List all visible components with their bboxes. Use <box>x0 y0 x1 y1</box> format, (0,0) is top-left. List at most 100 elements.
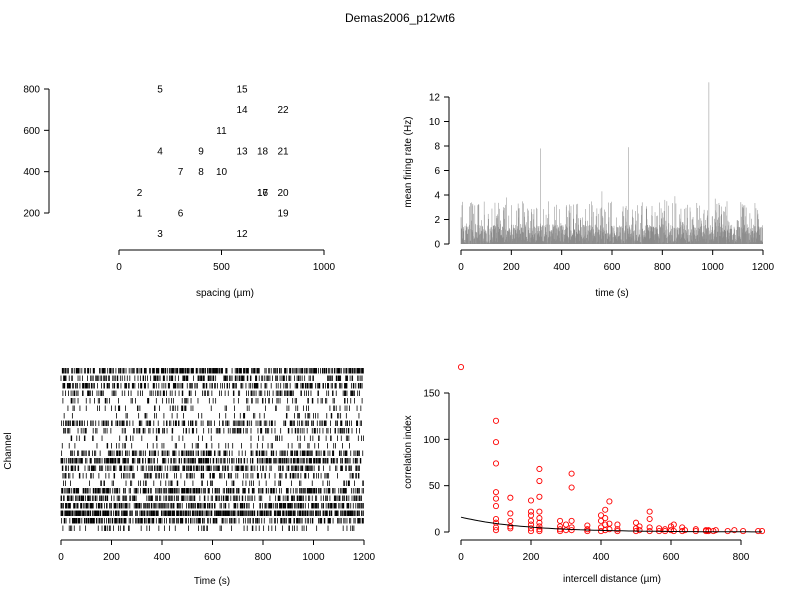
electrode-label-1: 1 <box>137 209 143 220</box>
firing-rate-x-tick-label: 200 <box>503 262 520 273</box>
spike-raster-x-tick-label: 600 <box>204 552 221 563</box>
correlation-x-tick-label: 800 <box>733 552 750 563</box>
correlation-point <box>527 525 535 532</box>
correlation-point <box>536 519 543 526</box>
correlation-point <box>562 527 570 534</box>
correlation-point <box>636 527 643 534</box>
correlation-point <box>536 526 543 533</box>
spike-raster-xlabel: Time (s) <box>194 576 230 587</box>
correlation-panel: 0 200 400 600 800 0 50 100 150 intercell distanc… <box>403 364 766 585</box>
correlation-x-tick-label: 600 <box>663 552 680 563</box>
firing-rate-x-tick-label: 1000 <box>702 262 725 273</box>
spike-raster-x-tick-label: 1000 <box>302 552 325 563</box>
spike-raster-panel: 0 200 400 600 800 1000 1200 Time (s) Channel <box>3 368 376 587</box>
electrode-label-16: 16 <box>257 188 269 199</box>
correlation-point <box>740 528 747 535</box>
correlation-point <box>536 508 543 515</box>
correlation-point <box>568 524 575 531</box>
firing-rate-x-tick-label: 800 <box>654 262 671 273</box>
firing-rate-x-tick-label: 600 <box>604 262 621 273</box>
electrode-label-14: 14 <box>236 105 248 116</box>
correlation-point <box>536 515 543 522</box>
electrode-label-21: 21 <box>277 147 289 158</box>
electrode-label-15: 15 <box>236 85 248 96</box>
electrode-label-7: 7 <box>178 167 184 178</box>
correlation-point <box>536 528 543 535</box>
electrode-layout-axes: 0 500 1000 200 400 600 800 <box>23 85 335 274</box>
correlation-point <box>681 527 689 534</box>
correlation-point <box>527 517 535 524</box>
correlation-point <box>492 489 500 496</box>
electrode-label-8: 8 <box>198 167 204 178</box>
electrode-label-17: 17 <box>257 188 269 199</box>
correlation-point <box>536 465 543 473</box>
correlation-point <box>568 527 575 534</box>
electrode-label-10: 10 <box>216 167 228 178</box>
correlation-point <box>492 527 500 534</box>
correlation-x-tick-label: 0 <box>458 552 464 563</box>
figure-title: Demas2006_p12wt6 <box>345 11 455 25</box>
electrode-layout-y-tick-label: 200 <box>23 209 40 220</box>
correlation-point <box>507 523 514 530</box>
correlation-point <box>457 364 465 371</box>
electrode-layout-x-tick-label: 0 <box>116 262 122 273</box>
electrode-label-5: 5 <box>157 85 163 96</box>
spike-raster-ylabel: Channel <box>3 432 14 469</box>
correlation-point <box>731 527 738 534</box>
correlation-point <box>636 523 643 530</box>
correlation-point <box>492 460 500 467</box>
firing-rate-y-tick-label: 12 <box>429 93 441 104</box>
correlation-point <box>597 528 605 535</box>
electrode-layout-xlabel: spacing (µm) <box>196 288 254 299</box>
correlation-point <box>562 521 570 528</box>
spike-raster-axes: 0 200 400 600 800 1000 1200 <box>58 539 376 563</box>
correlation-point <box>646 515 653 523</box>
correlation-point <box>602 515 609 522</box>
electrode-layout-x-tick-label: 500 <box>213 262 230 273</box>
electrode-label-9: 9 <box>198 147 204 158</box>
correlation-point <box>712 527 719 534</box>
electrode-label-6: 6 <box>178 209 184 220</box>
correlation-point <box>492 524 500 531</box>
electrode-label-4: 4 <box>157 147 163 158</box>
firing-rate-y-tick-label: 4 <box>434 191 440 202</box>
correlation-y-tick-label: 50 <box>429 481 441 492</box>
correlation-point <box>527 508 535 515</box>
correlation-point <box>606 498 613 505</box>
correlation-y-tick-label: 150 <box>423 389 440 400</box>
correlation-x-tick-label: 400 <box>593 552 610 563</box>
firing-rate-y-tick-label: 0 <box>434 240 440 251</box>
electrode-layout-x-tick-label: 1000 <box>313 262 336 273</box>
electrode-layout-y-tick-label: 800 <box>23 85 40 96</box>
firing-rate-x-tick-label: 400 <box>553 262 570 273</box>
electrode-label-18: 18 <box>257 147 269 158</box>
correlation-point <box>602 506 609 513</box>
correlation-point <box>492 495 500 502</box>
electrode-label-19: 19 <box>277 209 289 220</box>
correlation-xlabel: intercell distance (µm) <box>563 574 661 585</box>
correlation-point <box>724 528 731 535</box>
correlation-point <box>646 524 653 531</box>
spike-raster-x-tick-label: 0 <box>58 552 64 563</box>
firing-rate-x-tick-label: 0 <box>458 262 464 273</box>
correlation-points <box>457 364 766 535</box>
correlation-point <box>492 503 500 510</box>
correlation-point <box>536 477 543 485</box>
firing-rate-y-tick-label: 2 <box>434 215 440 226</box>
firing-rate-y-tick-label: 8 <box>434 142 440 153</box>
firing-rate-y-tick-label: 6 <box>434 166 440 177</box>
spike-raster-x-tick-label: 400 <box>154 552 171 563</box>
correlation-point <box>667 527 675 534</box>
firing-rate-y-tick-label: 10 <box>429 117 441 128</box>
correlation-point <box>536 493 543 500</box>
correlation-point <box>606 526 613 533</box>
correlation-point <box>557 517 564 524</box>
correlation-point <box>614 521 621 528</box>
correlation-point <box>597 517 605 524</box>
electrode-label-13: 13 <box>236 147 248 158</box>
correlation-point <box>536 523 543 530</box>
correlation-point <box>492 439 500 446</box>
